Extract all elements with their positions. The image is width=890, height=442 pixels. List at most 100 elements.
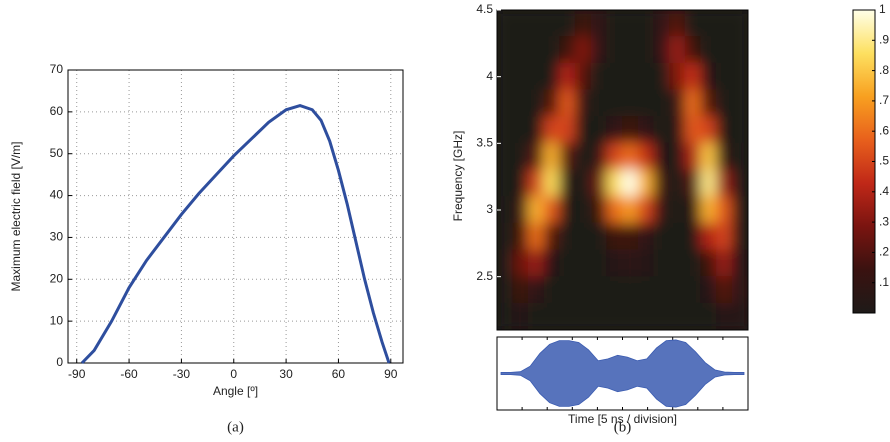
heatmap-cell	[606, 302, 623, 330]
heatmap-cell	[497, 196, 514, 224]
heatmap-cell	[669, 10, 686, 38]
heatmap-cell	[716, 10, 733, 38]
heatmap-cell	[574, 142, 592, 171]
heatmap-cell	[559, 62, 576, 91]
heatmap-cell	[716, 222, 733, 251]
heatmap-cell	[637, 276, 655, 304]
heatmap-cell	[559, 222, 576, 251]
heatmap-cell	[559, 302, 576, 330]
heatmap-cells	[497, 10, 748, 330]
heatmap-cell	[512, 169, 529, 198]
heatmap-cell	[669, 116, 686, 144]
y-tick-label: 3	[486, 202, 493, 216]
x-tick-label: 0	[230, 367, 237, 381]
heatmap-cell	[622, 276, 639, 304]
heatmap-cell	[590, 36, 608, 64]
heatmap-cell	[559, 10, 576, 38]
heatmap-cell	[497, 302, 514, 330]
heatmap-cell	[527, 62, 545, 91]
heatmap-cell	[497, 276, 514, 304]
heatmap-cell	[543, 142, 561, 171]
heatmap-cell	[637, 196, 655, 224]
heatmap-cell	[700, 10, 718, 38]
heatmap-cell	[543, 249, 561, 278]
heatmap-cell	[512, 89, 529, 118]
heatmap-cell	[684, 10, 702, 38]
panel-b: 2.5 3 3.5 4 4.5 Frequency [GHz] .1 .2 .3 .4 .5 .6 .7…	[451, 2, 889, 435]
colorbar-tick-label: .6	[879, 123, 889, 137]
y-tick-label: 50	[50, 146, 64, 160]
heatmap-cell	[731, 302, 748, 330]
heatmap-cell	[590, 196, 608, 224]
heatmap-cell	[684, 62, 702, 91]
heatmap-cell	[637, 89, 655, 118]
heatmap-cell	[653, 302, 671, 330]
heatmap-cell	[590, 62, 608, 91]
y-tick-label: 20	[50, 271, 64, 285]
heatmap-cell	[543, 89, 561, 118]
x-tick-label: -90	[68, 367, 86, 381]
heatmap-cell	[527, 10, 545, 38]
x-tick-label: 60	[332, 367, 346, 381]
caption: (a)	[227, 419, 244, 435]
heatmap-cell	[637, 142, 655, 171]
heatmap-cell	[512, 36, 529, 64]
heatmap-cell	[700, 36, 718, 64]
heatmap-cell	[497, 142, 514, 171]
heatmap-cell	[669, 169, 686, 198]
heatmap-cell	[716, 249, 733, 278]
heatmap-cell	[559, 169, 576, 198]
heatmap-cell	[606, 116, 623, 144]
heatmap-cell	[527, 222, 545, 251]
heatmap-cell	[527, 302, 545, 330]
heatmap-cell	[574, 169, 592, 198]
heatmap-cell	[731, 249, 748, 278]
heatmap-cell	[622, 62, 639, 91]
colorbar	[852, 9, 876, 314]
heatmap-cell	[543, 302, 561, 330]
heatmap-cell	[684, 89, 702, 118]
heatmap-cell	[653, 89, 671, 118]
heatmap-cell	[622, 169, 639, 198]
heatmap-cell	[716, 302, 733, 330]
heatmap-cell	[606, 169, 623, 198]
waveform-envelope	[500, 339, 745, 408]
heatmap-cell	[622, 222, 639, 251]
plot-frame	[496, 9, 749, 331]
heatmap	[497, 10, 748, 330]
heatmap-cell	[590, 89, 608, 118]
heatmap-cell	[716, 89, 733, 118]
heatmap-cell	[606, 196, 623, 224]
heatmap-cell	[574, 302, 592, 330]
heatmap-cell	[622, 302, 639, 330]
heatmap-cell	[731, 36, 748, 64]
heatmap-cell	[653, 116, 671, 144]
heatmap-cell	[543, 36, 561, 64]
heatmap-cell	[606, 276, 623, 304]
colorbar-tick-label: .3	[879, 214, 889, 228]
heatmap-cell	[574, 196, 592, 224]
heatmap-cell	[606, 249, 623, 278]
heatmap-cell	[653, 142, 671, 171]
heatmap-cell	[731, 10, 748, 38]
heatmap-cell	[606, 222, 623, 251]
heatmap-cell	[669, 89, 686, 118]
heatmap-cell	[637, 36, 655, 64]
heatmap-cell	[731, 116, 748, 144]
heatmap-cell	[497, 62, 514, 91]
panel-a: 0 10 20 30 40 50 60 70 -90 -60 -30 0 30 60 90 Angle [º]…	[9, 62, 404, 435]
y-axis-label: Maximum electric field [V/m]	[9, 141, 23, 291]
heatmap-cell	[527, 36, 545, 64]
heatmap-cell	[731, 222, 748, 251]
heatmap-cell	[684, 116, 702, 144]
heatmap-cell	[512, 196, 529, 224]
heatmap-cell	[637, 302, 655, 330]
heatmap-cell	[512, 62, 529, 91]
heatmap-cell	[543, 169, 561, 198]
heatmap-cell	[684, 302, 702, 330]
colorbar-tick-label: .9	[879, 32, 889, 46]
heatmap-cell	[574, 36, 592, 64]
y-axis-label: Frequency [GHz]	[451, 131, 465, 222]
heatmap-cell	[684, 169, 702, 198]
heatmap-cell	[684, 196, 702, 224]
